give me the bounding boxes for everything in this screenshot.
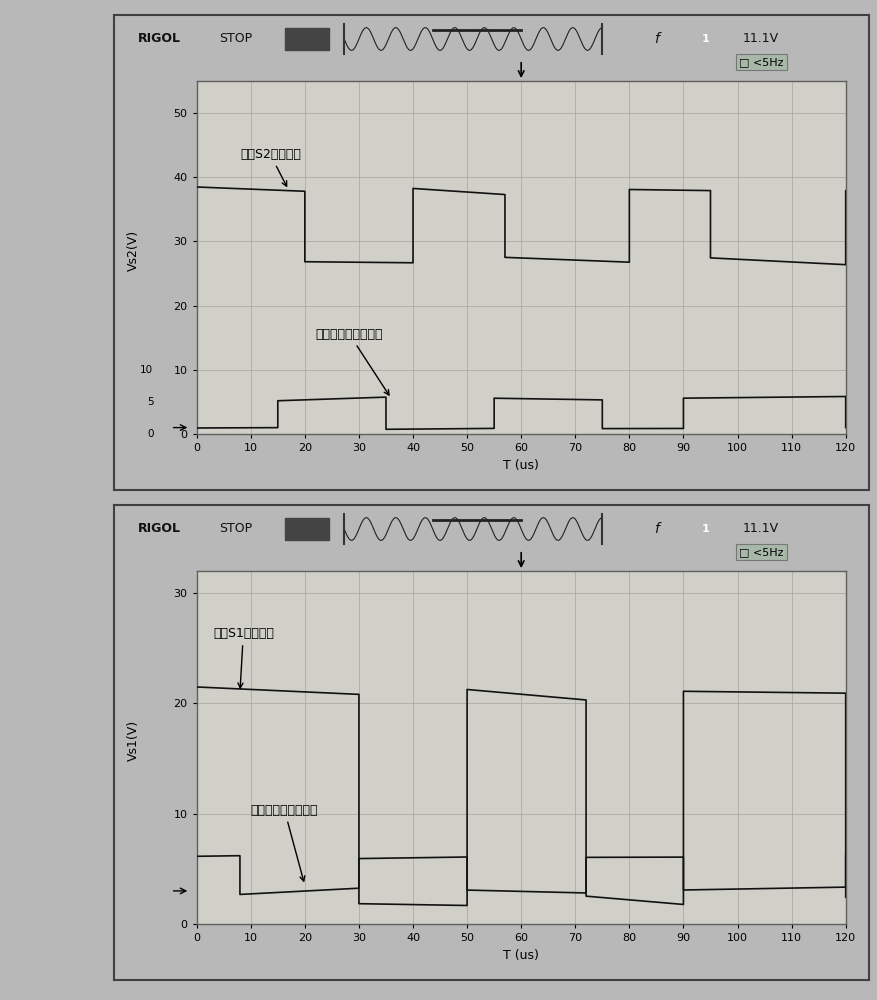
Text: □ <5Hz: □ <5Hz	[738, 547, 782, 557]
Text: □ <5Hz: □ <5Hz	[738, 57, 782, 67]
Text: STOP: STOP	[218, 522, 252, 536]
Bar	[285, 28, 329, 50]
X-axis label: T (us): T (us)	[503, 949, 538, 962]
Text: f: f	[653, 522, 658, 536]
Text: 11.1V: 11.1V	[742, 32, 778, 45]
Text: Vs2(V): Vs2(V)	[127, 229, 140, 271]
Text: 处理器输出开关波形: 处理器输出开关波形	[251, 804, 317, 881]
Text: RIGOL: RIGOL	[138, 32, 181, 45]
Text: 开关S2驱动波形: 开关S2驱动波形	[239, 148, 301, 186]
Text: Vs1(V): Vs1(V)	[127, 719, 140, 761]
Text: f: f	[653, 32, 658, 46]
Text: RIGOL: RIGOL	[138, 522, 181, 536]
Text: STOP: STOP	[218, 32, 252, 45]
Text: 处理器输出开关波形: 处理器输出开关波形	[316, 328, 389, 395]
Text: 0: 0	[146, 429, 153, 439]
Text: 1: 1	[701, 34, 709, 44]
Bar	[285, 518, 329, 540]
Text: 10: 10	[140, 365, 153, 375]
Text: 5: 5	[146, 397, 153, 407]
Text: 11.1V: 11.1V	[742, 522, 778, 536]
X-axis label: T (us): T (us)	[503, 459, 538, 472]
Text: 开关S1驱动波形: 开关S1驱动波形	[212, 627, 274, 688]
Text: 1: 1	[701, 524, 709, 534]
